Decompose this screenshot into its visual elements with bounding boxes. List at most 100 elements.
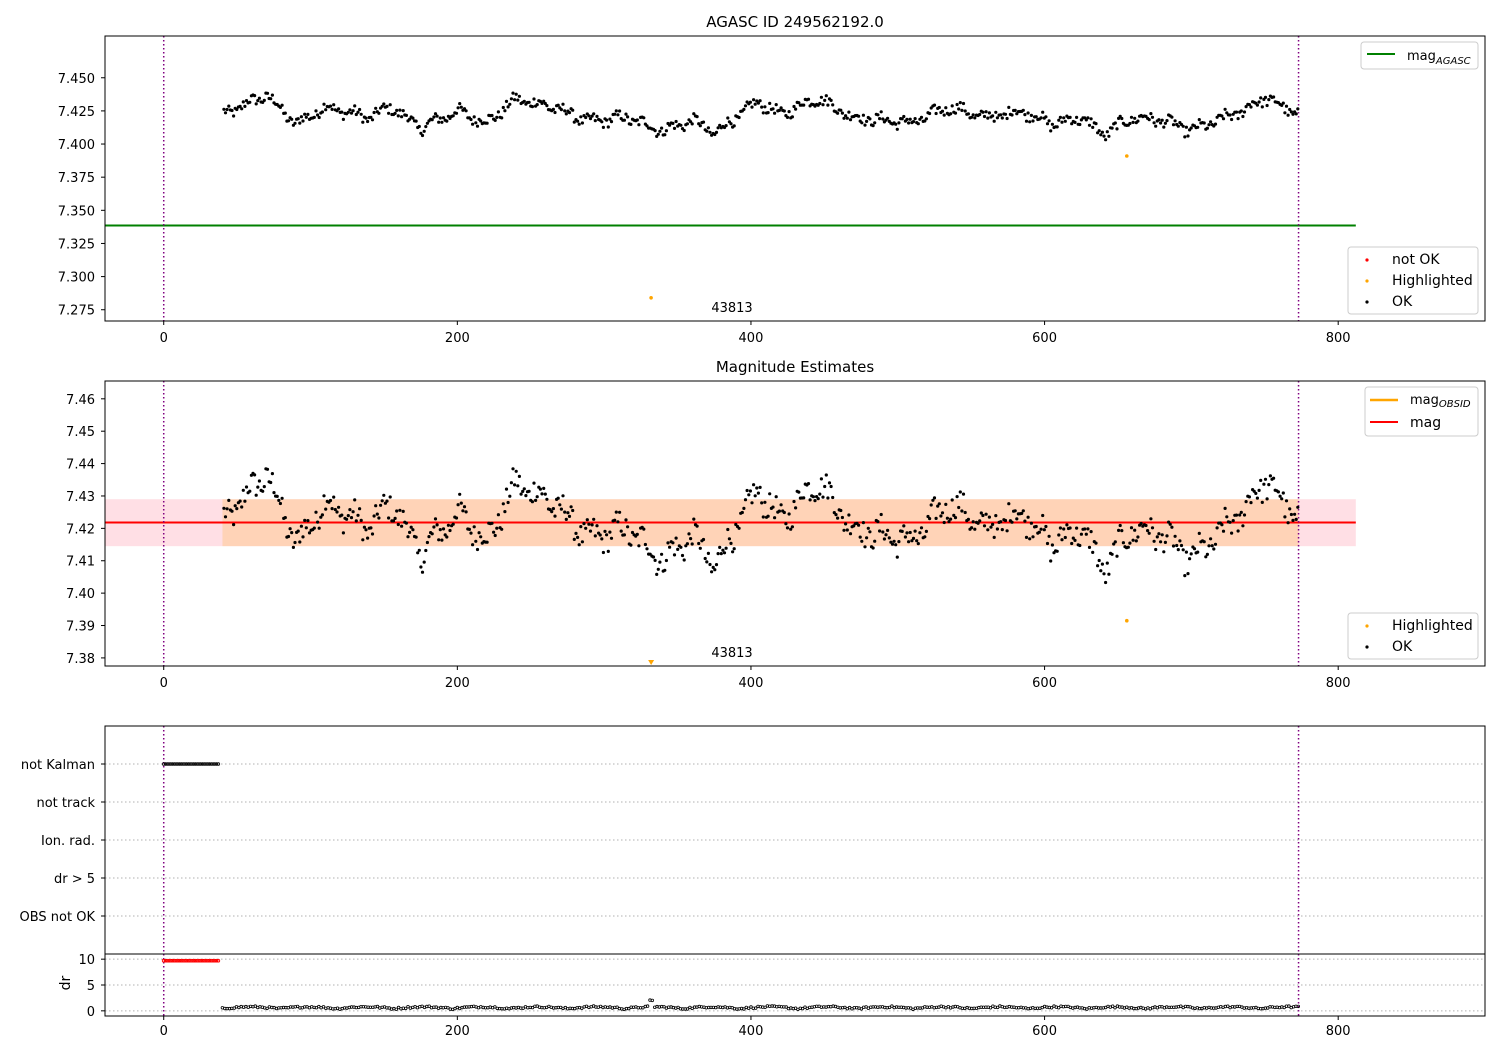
ok-point bbox=[319, 515, 323, 519]
ok-point bbox=[328, 498, 333, 503]
ok-point bbox=[971, 113, 975, 117]
ok-point bbox=[400, 115, 404, 119]
ok-point bbox=[1028, 537, 1032, 541]
ok-point bbox=[1003, 112, 1008, 116]
ok-point bbox=[937, 502, 941, 506]
ok-point bbox=[756, 101, 761, 105]
dr-point bbox=[396, 1005, 401, 1010]
ok-point bbox=[1045, 122, 1050, 126]
ok-point bbox=[857, 523, 861, 527]
dr-point bbox=[615, 1005, 619, 1009]
ok-point bbox=[726, 527, 730, 532]
ok-point bbox=[787, 110, 791, 114]
ok-point bbox=[895, 555, 899, 559]
ok-point bbox=[916, 542, 920, 546]
ok-point bbox=[808, 498, 812, 502]
ok-point bbox=[1096, 564, 1100, 568]
ok-point bbox=[1162, 125, 1166, 129]
ok-point bbox=[818, 101, 822, 106]
ok-point bbox=[1091, 125, 1095, 129]
ok-point bbox=[698, 546, 702, 550]
ok-point bbox=[1078, 122, 1082, 127]
ok-point bbox=[369, 115, 373, 119]
ok-point bbox=[1276, 490, 1280, 494]
ok-point bbox=[354, 112, 358, 117]
ok-point bbox=[1007, 105, 1011, 109]
ok-point bbox=[672, 126, 677, 130]
ok-point bbox=[792, 499, 796, 504]
dr-point bbox=[446, 1006, 450, 1010]
ok-point bbox=[692, 517, 696, 521]
ok-point bbox=[527, 100, 531, 104]
ok-point bbox=[806, 482, 811, 486]
ok-point bbox=[916, 122, 920, 126]
ok-point bbox=[603, 529, 607, 534]
ok-point bbox=[320, 110, 324, 114]
ok-point bbox=[1117, 528, 1121, 533]
ok-point bbox=[590, 523, 594, 527]
ok-point bbox=[672, 553, 677, 557]
ok-point bbox=[341, 117, 345, 121]
ok-point bbox=[337, 505, 341, 509]
ok-point bbox=[908, 530, 912, 535]
ok-point bbox=[532, 97, 536, 101]
ok-point bbox=[1247, 495, 1251, 499]
ok-point bbox=[911, 536, 916, 541]
dr-points bbox=[161, 958, 1300, 1012]
ok-point bbox=[272, 491, 276, 495]
ok-point bbox=[1178, 539, 1182, 543]
ok-point bbox=[1236, 529, 1240, 533]
ok-point bbox=[777, 509, 782, 513]
dr-x-tick-label: 200 bbox=[445, 1024, 470, 1039]
flag-point bbox=[209, 762, 214, 766]
ok-point bbox=[593, 534, 597, 538]
ok-point bbox=[876, 520, 880, 524]
ok-point bbox=[551, 507, 556, 511]
ok-point bbox=[435, 114, 439, 118]
x-tick-label: 800 bbox=[1326, 331, 1351, 346]
ok-point bbox=[865, 119, 869, 123]
ok-point bbox=[479, 119, 483, 123]
y-tick-label: 7.325 bbox=[58, 237, 95, 252]
dr-point bbox=[521, 1006, 525, 1010]
ok-point bbox=[1165, 534, 1169, 538]
ok-point bbox=[848, 532, 853, 536]
ok-point bbox=[1155, 535, 1159, 539]
ok-point bbox=[708, 130, 712, 134]
ok-point bbox=[1255, 103, 1259, 107]
ok-point bbox=[1034, 524, 1038, 529]
ok-point bbox=[950, 104, 954, 108]
magnitude-obs-boundaries bbox=[162, 381, 1300, 666]
ok-point bbox=[1047, 119, 1051, 123]
ok-point bbox=[1003, 518, 1008, 523]
y-tick-label: 7.375 bbox=[58, 171, 95, 186]
highlighted-point bbox=[649, 296, 653, 300]
ok-point bbox=[375, 512, 379, 516]
ok-point bbox=[1063, 535, 1067, 540]
ok-point bbox=[1024, 535, 1029, 540]
ok-point bbox=[254, 493, 258, 497]
ok-point bbox=[660, 552, 664, 556]
ok-point bbox=[459, 105, 463, 109]
ok-point bbox=[1071, 536, 1075, 540]
ok-point bbox=[860, 539, 864, 543]
ok-point bbox=[1102, 572, 1106, 576]
ok-point bbox=[760, 105, 764, 109]
ok-point bbox=[1159, 121, 1163, 125]
ok-point bbox=[671, 121, 675, 125]
ok-point bbox=[1150, 115, 1155, 119]
dr-missing-point bbox=[193, 958, 198, 963]
ok-point bbox=[370, 532, 375, 536]
ok-point bbox=[1144, 523, 1148, 528]
dr-point bbox=[493, 1005, 497, 1009]
dr-missing-point bbox=[191, 958, 196, 963]
ok-point bbox=[244, 99, 249, 103]
ok-point bbox=[1296, 107, 1300, 111]
ok-point bbox=[1039, 527, 1043, 531]
ok-point bbox=[387, 516, 391, 520]
ok-point bbox=[1286, 113, 1290, 117]
ok-point bbox=[351, 109, 355, 113]
ok-point bbox=[577, 543, 581, 547]
ok-point bbox=[564, 517, 568, 522]
ok-point bbox=[1189, 126, 1193, 130]
